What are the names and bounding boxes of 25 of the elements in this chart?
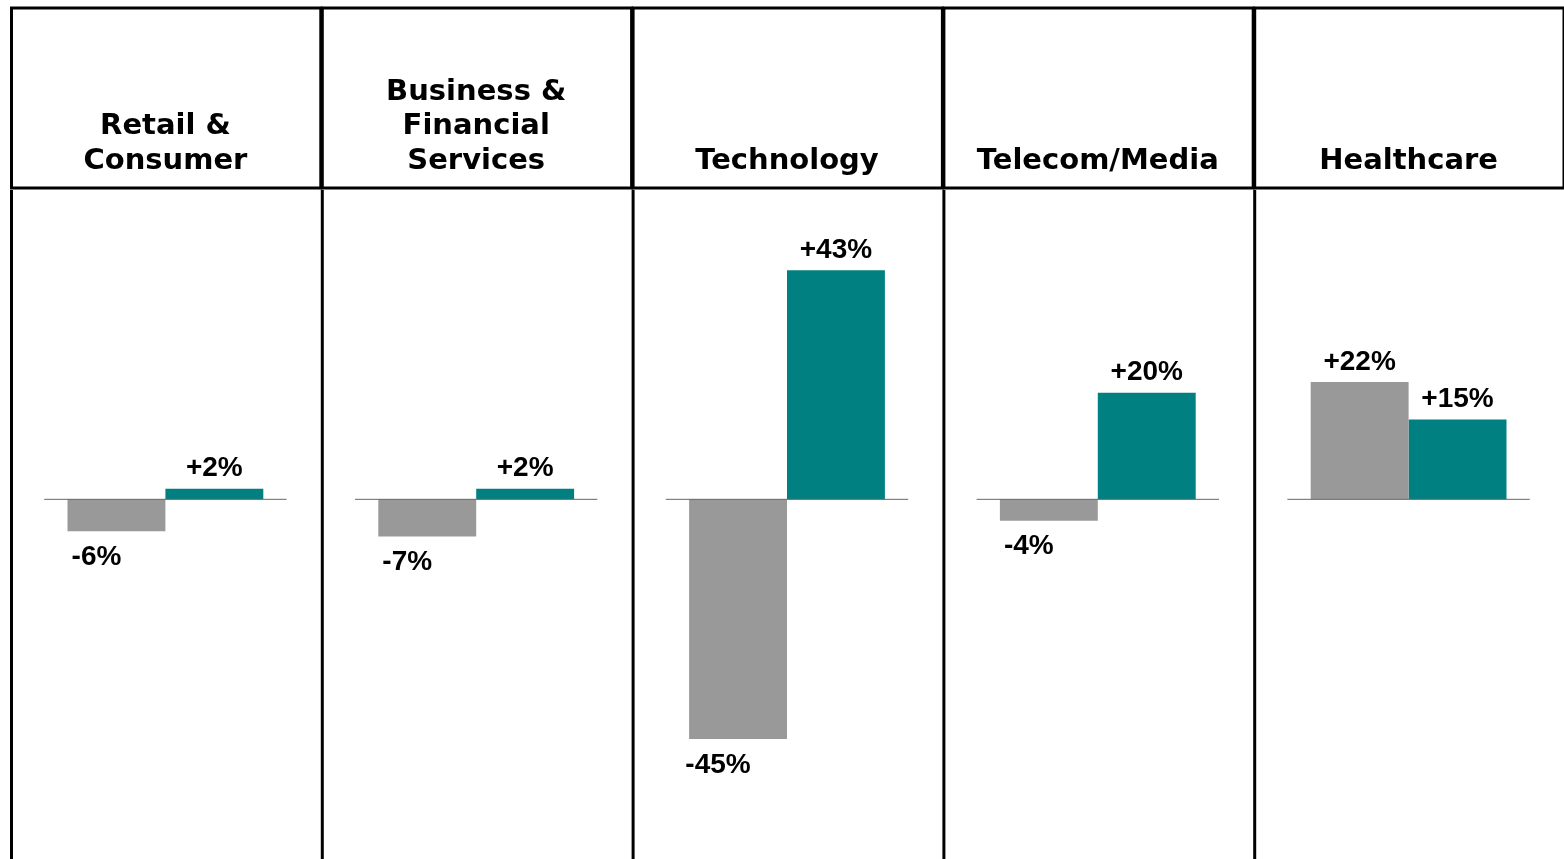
x-tick-label: Technology	[695, 142, 879, 177]
bar	[1097, 392, 1196, 500]
data-label: +2%	[185, 451, 243, 483]
data-label: -7%	[382, 545, 433, 577]
bar	[378, 499, 477, 537]
x-tick-label: Telecom/Media	[976, 142, 1219, 177]
bar	[67, 499, 166, 532]
data-label: -45%	[685, 747, 751, 779]
data-label: -6%	[71, 540, 122, 572]
data-label: +2%	[496, 451, 554, 483]
bar	[787, 270, 885, 500]
x-tick-label: Business & Financial Services	[386, 72, 567, 177]
x-tick-label: Retail & Consumer	[83, 107, 249, 177]
bar	[1408, 419, 1507, 500]
bar	[165, 488, 264, 500]
bar	[999, 499, 1098, 521]
data-label: +15%	[1421, 382, 1494, 414]
data-label: +22%	[1323, 344, 1396, 376]
bar	[476, 488, 575, 500]
data-label: +43%	[799, 232, 873, 264]
data-label: -4%	[1003, 529, 1054, 561]
bar	[1310, 382, 1409, 500]
x-tick-label: Healthcare	[1319, 142, 1498, 177]
data-label: +20%	[1110, 355, 1184, 387]
bar	[689, 499, 787, 740]
